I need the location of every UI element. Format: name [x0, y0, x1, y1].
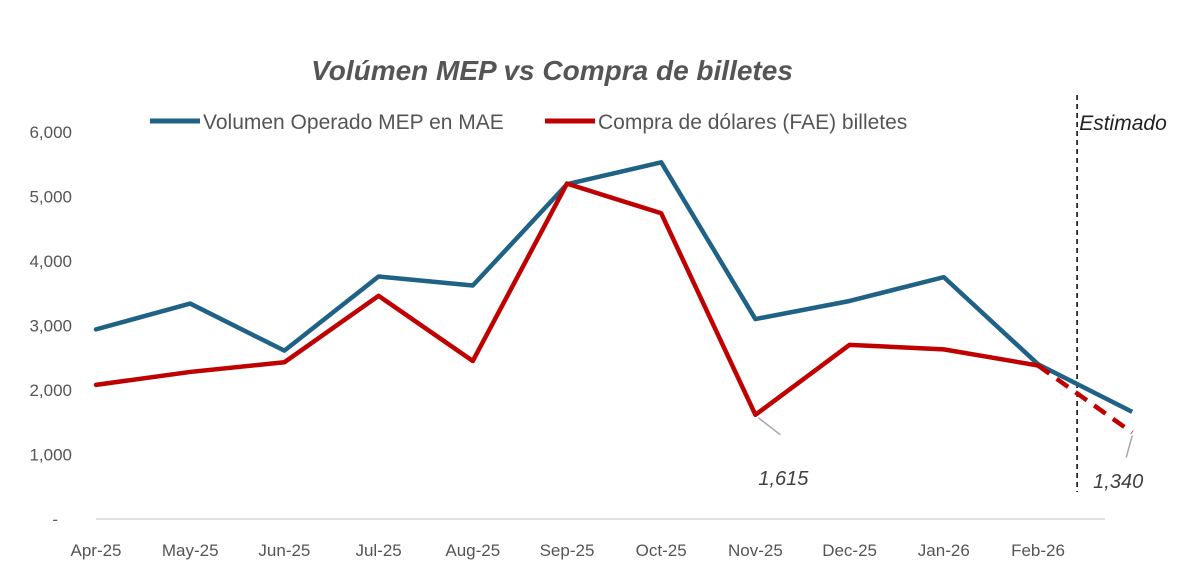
annotation-leader-line: [1125, 435, 1133, 458]
x-tick-label: Jul-25: [355, 541, 401, 560]
y-tick-label: 2,000: [29, 381, 72, 400]
y-tick-label: 6,000: [29, 123, 72, 142]
series-layer: [93, 160, 1134, 435]
x-tick-label: Oct-25: [636, 541, 687, 560]
legend: Volumen Operado MEP en MAE Compra de dól…: [150, 111, 907, 134]
chart-title: Volúmen MEP vs Compra de billetes: [311, 55, 793, 86]
y-axis: - 1,000 2,000 3,000 4,000 5,000 6,000: [29, 123, 72, 529]
data-label: 1,340: [1093, 471, 1143, 493]
series-line-estimated-0: [1036, 362, 1134, 414]
x-tick-label: Sep-25: [540, 541, 595, 560]
data-label: 1,615: [758, 468, 809, 490]
x-tick-label: Jan-26: [918, 541, 970, 560]
legend-label-mep: Volumen Operado MEP en MAE: [203, 111, 504, 134]
x-tick-label: Dec-25: [822, 541, 877, 560]
x-axis: Apr-25 May-25 Jun-25 Jul-25 Aug-25 Sep-25 Oct-…: [70, 541, 1064, 560]
y-tick-label: 4,000: [29, 252, 72, 271]
y-tick-label: 1,000: [29, 446, 72, 465]
x-tick-label: Feb-26: [1011, 541, 1065, 560]
y-tick-label: 3,000: [29, 317, 72, 336]
annotation-layer: 1,615 1,340: [757, 417, 1143, 493]
annotation-leader-line: [757, 417, 781, 436]
x-tick-label: Aug-25: [445, 541, 500, 560]
series-line-1: [93, 181, 1041, 418]
series-line-0: [93, 160, 1041, 367]
x-tick-label: Apr-25: [70, 541, 121, 560]
x-tick-label: Nov-25: [728, 541, 783, 560]
x-tick-label: May-25: [162, 541, 219, 560]
x-tick-label: Jun-25: [258, 541, 310, 560]
y-tick-label: 5,000: [29, 188, 72, 207]
series-line-estimated-1: [1036, 363, 1134, 435]
estimate-label: Estimado: [1079, 112, 1167, 135]
legend-label-fae: Compra de dólares (FAE) billetes: [598, 111, 907, 134]
y-tick-label: -: [52, 510, 58, 529]
